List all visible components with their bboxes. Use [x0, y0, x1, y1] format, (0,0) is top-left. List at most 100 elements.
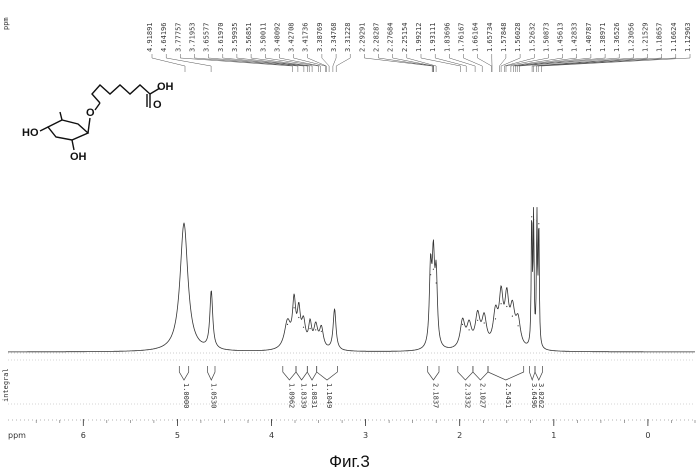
peak-label: 1.99212	[415, 22, 423, 52]
peak-label: 3.61970	[217, 22, 225, 52]
integral-value: 2.1027	[478, 383, 486, 408]
x-axis: 6543210ppm	[8, 419, 695, 440]
peak-11	[433, 269, 434, 270]
peak-label: 3.31228	[344, 22, 352, 52]
heptanoic-chain	[92, 85, 150, 108]
peak-connector-group	[152, 54, 690, 72]
peak-label: 1.66164	[472, 22, 480, 52]
ring-oh-bond	[72, 140, 74, 150]
peak-14	[469, 329, 470, 330]
integral-value: 1.0530	[209, 383, 217, 408]
peak-label: 1.76167	[458, 22, 466, 52]
acid-oh-label: OH	[157, 81, 174, 93]
integral-value: 1.0000	[182, 383, 190, 408]
integral-value: 1.8339	[300, 383, 308, 408]
integral-bracket	[317, 366, 338, 380]
ring-ho-bond	[40, 127, 48, 131]
peak-4	[298, 317, 299, 318]
peak-label: 3.59935	[231, 22, 239, 52]
chemical-structure	[40, 85, 160, 150]
peak-connector	[364, 54, 432, 72]
peak-label: 1.57848	[500, 22, 508, 52]
peak-label: 1.38971	[599, 22, 607, 52]
peak-label: 2.28287	[373, 22, 381, 52]
peak-label: 1.21529	[642, 22, 650, 52]
peak-connector	[499, 54, 506, 72]
peak-10	[430, 274, 431, 275]
peak-label: 1.16624	[670, 22, 678, 52]
peak-label: 2.29291	[358, 22, 366, 52]
peak-16	[484, 322, 485, 323]
integral-bracket	[208, 366, 216, 380]
peak-label: 3.65577	[203, 22, 211, 52]
peak-23	[533, 219, 534, 220]
x-tick-label: 0	[645, 431, 650, 440]
integral-bracket	[179, 366, 188, 380]
peak-label: 1.50873	[542, 22, 550, 52]
sugar-ring	[48, 120, 88, 140]
peak-label: 1.42833	[571, 22, 579, 52]
integral-value: 2.3332	[463, 383, 471, 408]
peak-label: 3.50011	[259, 22, 267, 52]
peak-connector	[308, 54, 327, 72]
integral-bracket	[488, 366, 524, 380]
peak-6	[310, 328, 311, 329]
peak-19	[506, 306, 507, 307]
integral-bracket	[428, 366, 439, 380]
spectrum-trace	[8, 207, 695, 352]
peak-label: 3.38769	[316, 22, 324, 52]
peak-label: 4.64196	[160, 22, 168, 52]
x-tick-label: 1	[551, 431, 556, 440]
x-tick-label: 6	[81, 431, 86, 440]
peak-label: 1.18657	[656, 22, 664, 52]
peak-label: 1.56028	[514, 22, 522, 52]
peak-22	[531, 216, 532, 217]
integral-value: 1.0831	[310, 383, 318, 408]
integral-bracket	[535, 366, 543, 380]
peak-20	[512, 316, 513, 317]
x-tick-label: 3	[363, 431, 368, 440]
peak-13	[462, 324, 463, 325]
integral-bracket	[529, 366, 535, 380]
peak-label: 1.12963	[684, 22, 692, 52]
peak-1	[211, 293, 212, 294]
peak-connector	[333, 54, 336, 72]
oh-bottom-label: OH	[70, 151, 87, 163]
peak-label: 3.56851	[245, 22, 253, 52]
peak-label: 3.71953	[189, 22, 197, 52]
integral-bracket	[296, 366, 307, 380]
peak-label: 3.34768	[330, 22, 338, 52]
peak-label: 1.45613	[557, 22, 565, 52]
peak-24	[536, 220, 537, 221]
peak-label: 3.41736	[302, 22, 310, 52]
corner-mark-top: ppm	[2, 17, 10, 30]
peak-21	[518, 325, 519, 326]
glycosidic-o-label: O	[86, 107, 95, 119]
peak-15	[477, 320, 478, 321]
peak-label: 1.65734	[486, 22, 494, 52]
peak-8	[321, 331, 322, 332]
peak-label: 1.83696	[443, 22, 451, 52]
peak-label: 1.52632	[528, 22, 536, 52]
integral-bracket	[473, 366, 488, 380]
ring-methyl-bond	[60, 112, 62, 120]
integral-value: 1.0962	[287, 383, 295, 408]
peak-label: 3.77757	[174, 22, 182, 52]
x-tick-label: 2	[457, 431, 462, 440]
peak-connector	[542, 54, 690, 72]
peak-label: 4.91891	[146, 22, 154, 52]
peak-label: 3.42708	[288, 22, 296, 52]
spectrum-trace-group	[8, 207, 695, 353]
integral-value: 2.1837	[431, 383, 439, 408]
peak-25	[538, 223, 539, 224]
peak-label: 1.93111	[429, 22, 437, 52]
glycosidic-bond-2	[95, 103, 100, 110]
integral-bracket	[458, 366, 473, 380]
chain-o-label: O	[153, 99, 162, 111]
peak-connector	[478, 54, 492, 72]
peak-12	[436, 282, 437, 283]
peak-3	[294, 307, 295, 308]
peak-label-group: 4.91891 4.64196 3.77757 3.71953 3.65577 3.619…	[146, 22, 692, 52]
x-axis-label: ppm	[8, 431, 26, 440]
